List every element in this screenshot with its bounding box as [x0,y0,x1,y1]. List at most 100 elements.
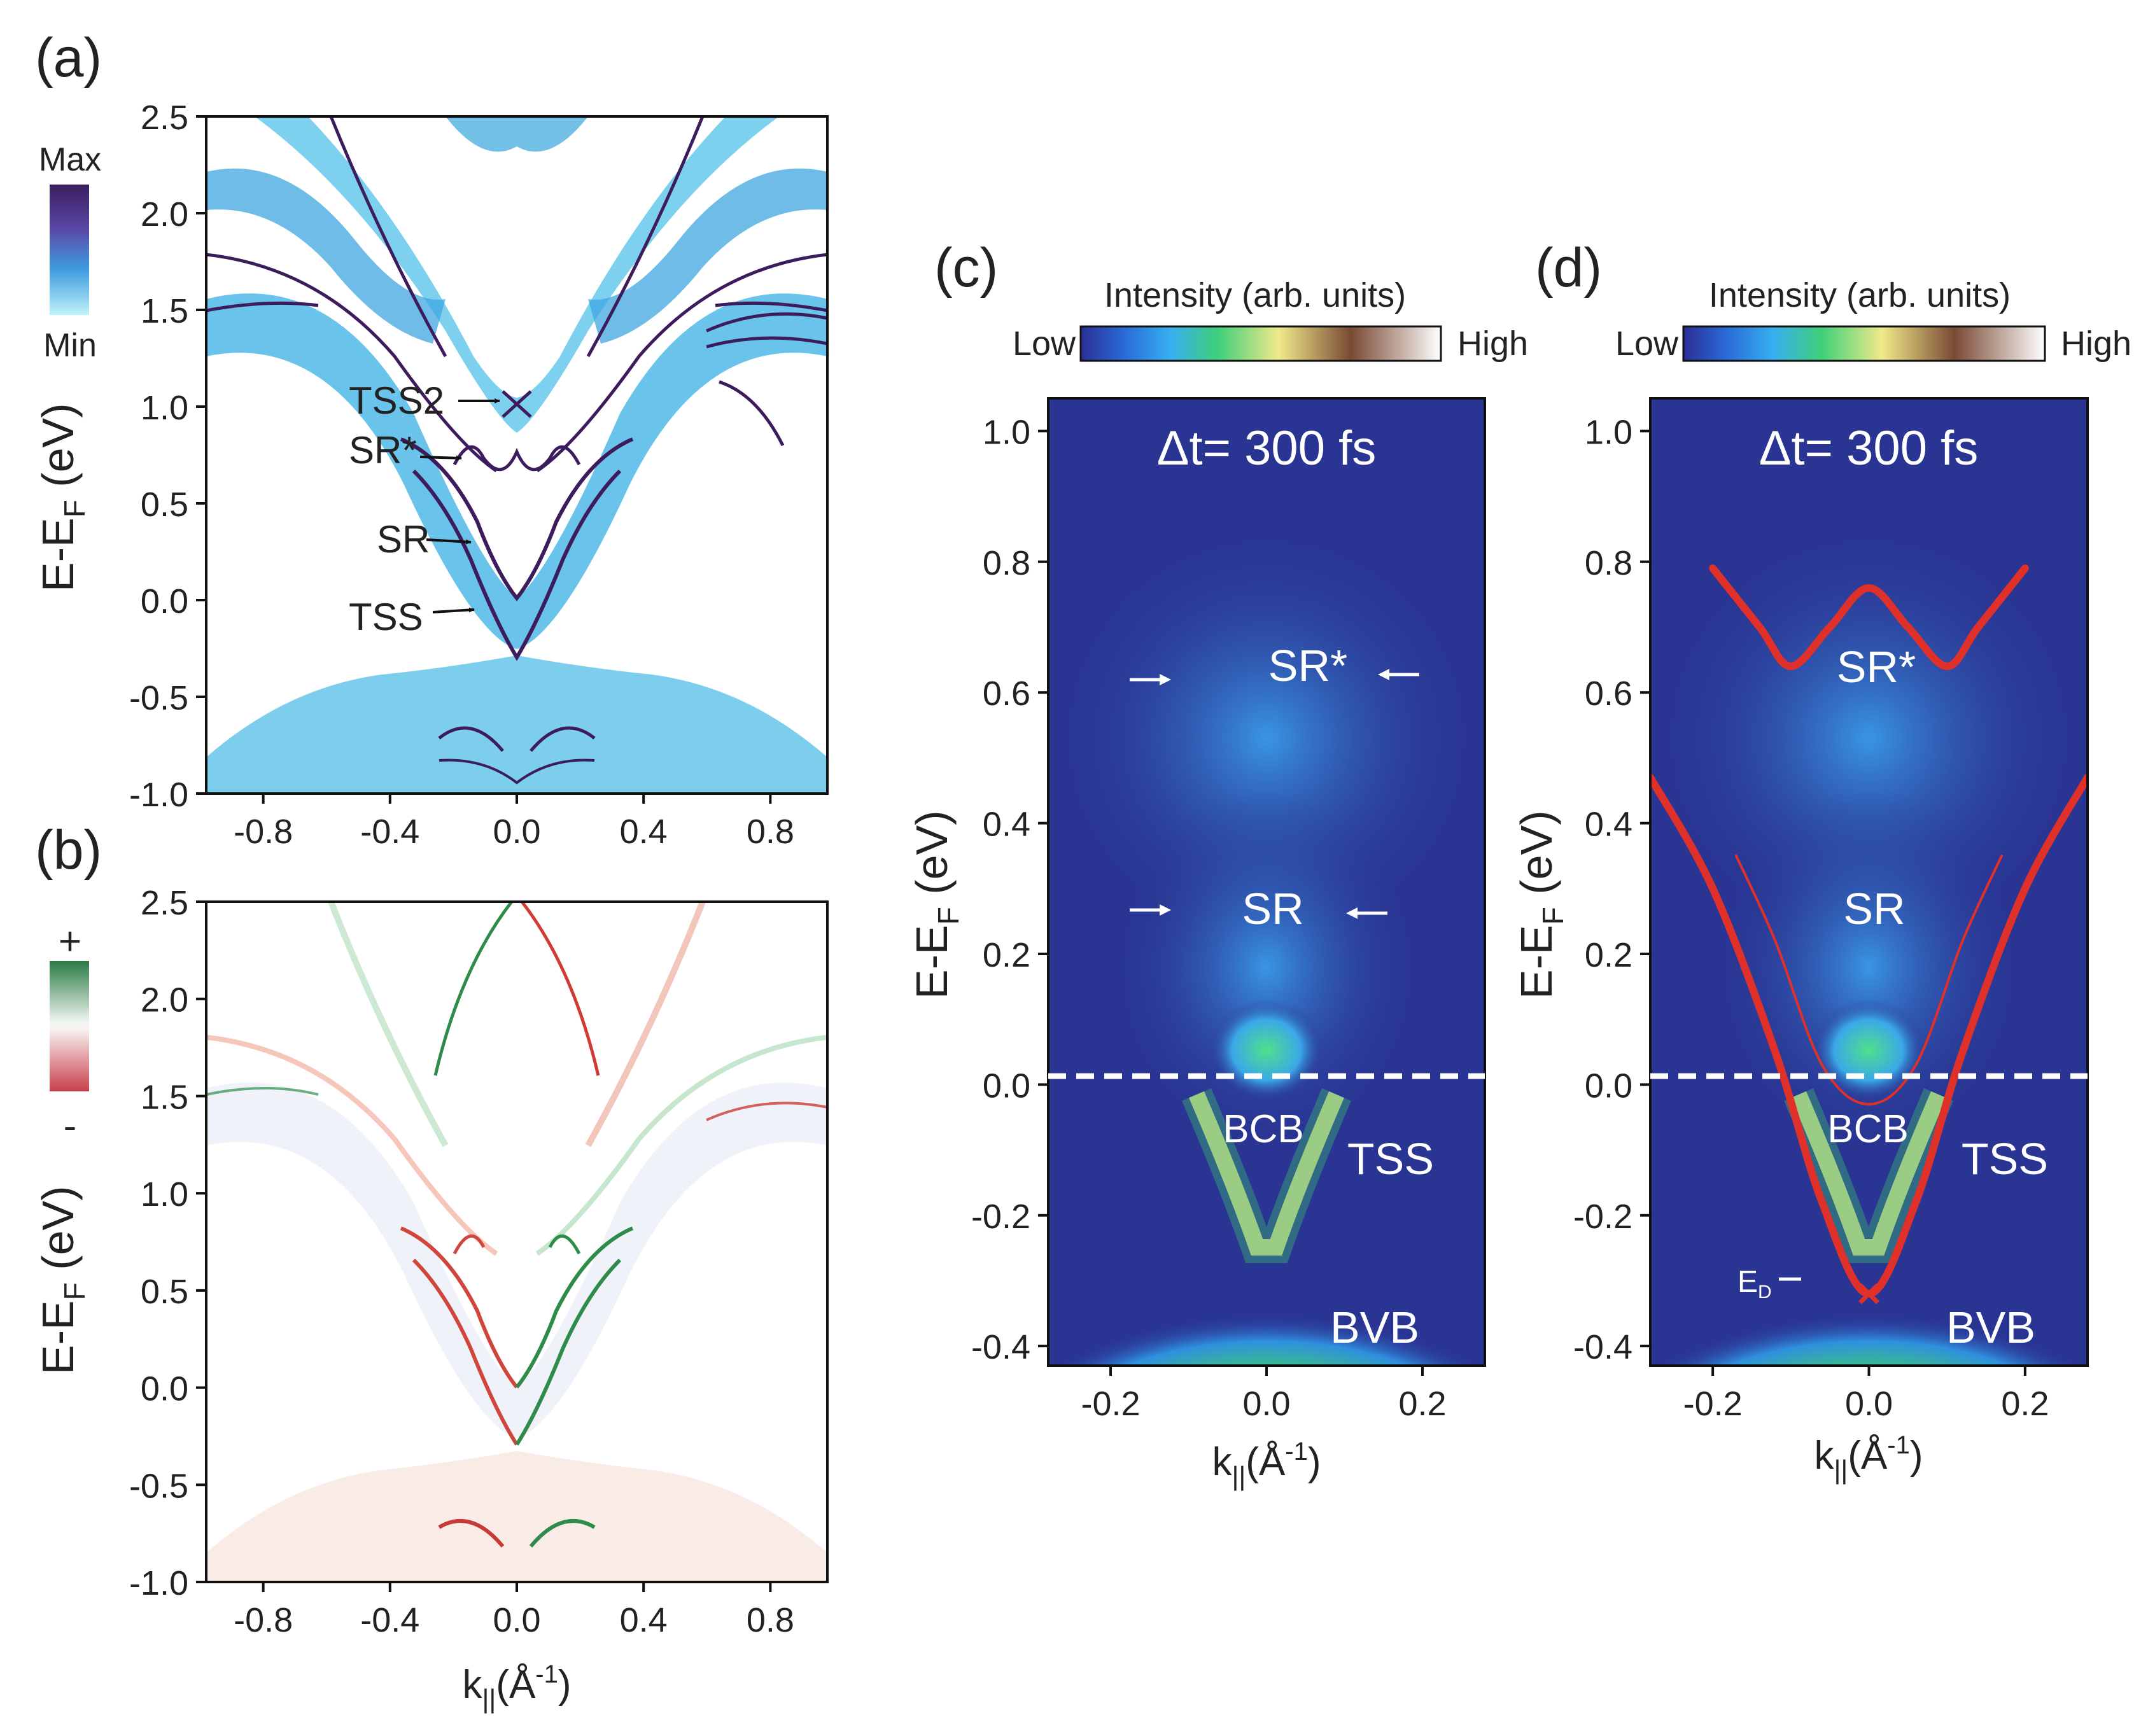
panel-b-xtick-label: -0.4 [360,1601,419,1639]
panel-b-ytick-label: 1.5 [141,1078,188,1116]
panel-b: (b) 2.52.01.51.00.50.0-0.5-1.0 -0.8 -0.4 0… [33,820,829,1714]
panel-a-ytick-label: 0.0 [141,582,188,620]
panel-c-ytick-label: 1.0 [983,413,1030,451]
panel-b-xlabel: k||(Å-1) [462,1660,571,1714]
panel-d-ytick-label: 0.4 [1585,806,1632,844]
panel-a-yticks: 2.5 2.0 1.5 1.0 0.5 0.0 -0.5 -1.0 [129,99,206,814]
panel-d-dirac-label: ED [1737,1265,1772,1303]
panel-a-ytick-label: 1.0 [141,389,188,427]
panel-b-label: (b) [35,820,102,881]
panel-b-ytick-label: -1.0 [129,1564,188,1602]
panel-c-ytick-label: 0.2 [983,936,1030,974]
panel-c-colorbar-high: High [1457,325,1528,363]
fit-line-sr-fit [1709,564,2029,671]
panel-c-colorbar-title: Intensity (arb. units) [1104,276,1406,314]
panel-c-ytick-label: 0.0 [983,1067,1030,1105]
panel-a-colorbar-min: Min [43,327,97,364]
panel-a-xtick-label: 0.0 [493,813,540,851]
panel-d-xtick-label: -0.2 [1683,1385,1743,1423]
panel-d-xtick-label: 0.2 [2001,1385,2049,1423]
panel-d-ytick-label: -0.4 [1573,1328,1632,1366]
panel-d-sr-star: SR* [1837,642,1916,692]
panel-d-delay: Δt= 300 fs [1759,421,1978,475]
panel-d-bcb: BCB [1827,1107,1908,1151]
panel-b-xtick-label: 0.0 [493,1601,540,1639]
panel-d-bvb: BVB [1946,1303,2035,1352]
panel-d-xtick-label: 0.0 [1845,1385,1893,1423]
panel-c-xticks: -0.2 0.0 0.2 [1081,1366,1447,1423]
panel-b-xtick-label: 0.4 [620,1601,668,1639]
panel-d-colorbar [1682,325,2046,362]
panel-a-colorbar [50,185,89,315]
panel-d-ytick-label: 0.6 [1585,675,1632,713]
panel-c-tss: TSS [1347,1134,1434,1184]
panel-d-colorbar-high: High [2061,325,2131,363]
panel-c-label: (c) [934,237,998,298]
panel-a-ytick-label: -0.5 [129,679,188,717]
panel-d-ylabel: E-EF (eV) [1512,810,1569,999]
panel-c-sr: SR [1242,884,1303,934]
panel-c-ytick-label: 0.8 [983,544,1030,582]
panel-b-ytick-label: 0.5 [141,1273,188,1311]
panel-d-ytick-label: 0.0 [1585,1067,1632,1105]
panel-d-yticks: 1.0 0.8 0.6 0.4 0.2 0.0 -0.2 -0.4 [1573,413,1650,1366]
panel-d-colorbar-title: Intensity (arb. units) [1709,276,2011,314]
panel-d-fit-lines [1650,564,2088,1305]
fit-line-sr-fit [1734,854,2004,1106]
panel-d-ytick-label: -0.2 [1573,1198,1632,1236]
panel-c-arrows [1130,669,1419,919]
panel-c-xlabel: k||(Å-1) [1212,1438,1321,1491]
panel-c-xtick-label: 0.2 [1398,1385,1446,1423]
panel-c-xtick-label: 0.0 [1242,1385,1290,1423]
panel-a-ytick-label: 1.5 [141,292,188,330]
panel-a-xtick-label: -0.4 [360,813,419,851]
panel-b-xtick-label: 0.8 [747,1601,794,1639]
panel-a-xtick-label: 0.8 [747,813,794,851]
panel-d-label: (d) [1535,237,1602,298]
panel-c-ytick-label: -0.4 [971,1328,1030,1366]
panel-c-delay: Δt= 300 fs [1157,421,1376,475]
panel-a-ytick-label: 0.5 [141,486,188,524]
panel-a-ytick-label: 2.5 [141,99,188,137]
panel-a: (a) [33,27,829,851]
annotation-sr: SR [377,518,430,561]
panel-a-colorbar-max: Max [39,141,101,178]
panel-c-ytick-label: 0.4 [983,806,1030,844]
panel-c-yticks: 1.0 0.8 0.6 0.4 0.2 0.0 -0.2 -0.4 [971,413,1048,1366]
panel-c-colorbar [1079,325,1442,362]
panel-b-colorbar-plus: + [59,920,81,963]
arrow-tss [432,607,475,613]
panel-b-ytick-label: -0.5 [129,1467,188,1505]
panel-b-xtick-label: -0.8 [234,1601,293,1639]
arrow-sr [426,538,472,545]
panel-a-xtick-label: 0.4 [620,813,668,851]
panel-a-xtick-label: -0.8 [234,813,293,851]
panel-c-ylabel: E-EF (eV) [907,810,965,999]
arrow-sr-star [419,455,462,461]
panel-b-ytick-label: 1.0 [141,1175,188,1214]
panel-d-xticks: -0.2 0.0 0.2 [1683,1366,2049,1423]
panel-d-xlabel: k||(Å-1) [1814,1431,1923,1485]
panel-a-bands [206,116,827,794]
panel-d-sr: SR [1843,884,1905,934]
panel-c-intensity [1048,398,1485,1366]
panel-b-xticks: -0.8 -0.4 0.0 0.4 0.8 [234,1582,794,1639]
panel-c-bvb: BVB [1330,1303,1419,1352]
panel-c-ytick-label: 0.6 [983,675,1030,713]
panel-d-intensity [1650,398,2088,1366]
panel-d-ytick-label: 1.0 [1585,413,1632,451]
panel-b-bands [206,902,827,1582]
panel-d-ytick-label: 0.2 [1585,936,1632,974]
annotation-tss2: TSS2 [349,379,444,422]
panel-b-ytick-label: 2.5 [141,884,188,922]
panel-b-yticks: 2.5 2.0 1.5 1.0 0.5 0.0 -0.5 -1.0 [129,884,206,1602]
annotation-tss: TSS [349,596,423,638]
panel-d-colorbar-low: Low [1615,325,1679,363]
panel-a-xticks: -0.8 -0.4 0.0 0.4 0.8 [234,794,794,851]
panel-c-bcb: BCB [1223,1107,1303,1151]
panel-c-xtick-label: -0.2 [1081,1385,1140,1423]
panel-a-label: (a) [35,27,102,88]
panel-a-ytick-label: 2.0 [141,195,188,234]
